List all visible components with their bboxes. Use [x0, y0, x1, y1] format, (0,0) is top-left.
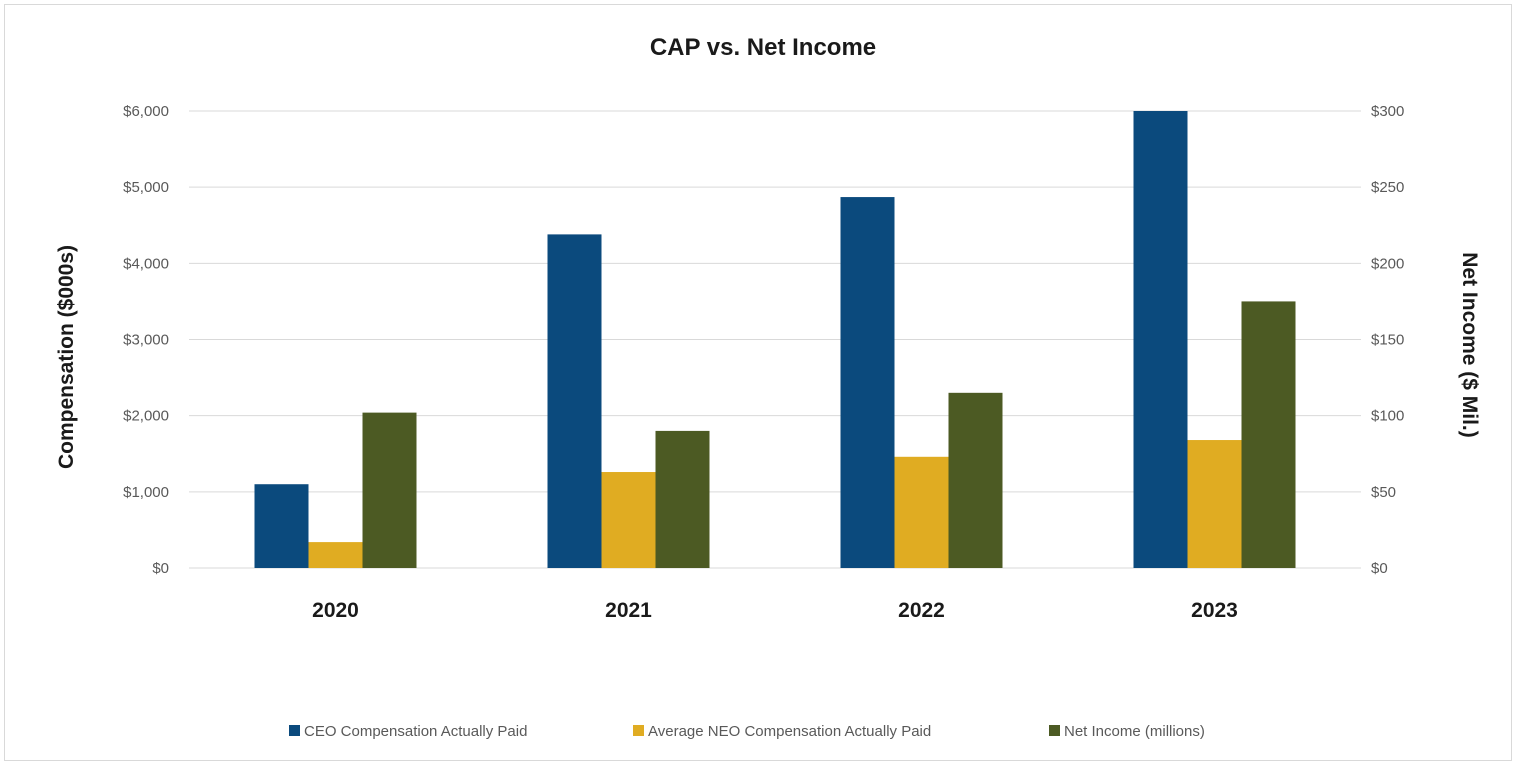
bar-average-neo-compensation-actually-paid-2021: [601, 472, 656, 568]
left-tick-label: $2,000: [123, 408, 169, 425]
left-tick-label: $5,000: [123, 179, 169, 196]
legend-swatch: [633, 725, 644, 736]
legend-swatch: [1049, 725, 1060, 736]
right-tick-label: $150: [1371, 332, 1404, 349]
right-tick-label: $100: [1371, 408, 1404, 425]
left-tick-label: $1,000: [123, 484, 169, 501]
legend-item: Net Income (millions): [1049, 723, 1205, 740]
left-axis-ticks: $0 $1,000 $2,000 $3,000 $4,000 $5,000 $6,000: [123, 103, 169, 577]
chart-frame: CAP vs. Net Income $0 $1,000 $2,000 $3,000 $…: [4, 4, 1512, 761]
legend-swatch: [289, 725, 300, 736]
left-tick-label: $4,000: [123, 255, 169, 272]
bar-net-income-millions-2023: [1241, 301, 1296, 568]
left-tick-label: $0: [152, 560, 169, 577]
right-tick-label: $250: [1371, 179, 1404, 196]
bar-ceo-compensation-actually-paid-2020: [254, 484, 309, 568]
legend-item: Average NEO Compensation Actually Paid: [633, 723, 931, 740]
bar-average-neo-compensation-actually-paid-2023: [1187, 440, 1242, 568]
left-tick-label: $6,000: [123, 103, 169, 120]
right-axis-ticks: $0 $50 $100 $150 $200 $250 $300: [1371, 103, 1404, 577]
legend-label: Average NEO Compensation Actually Paid: [648, 723, 931, 740]
chart: CAP vs. Net Income $0$1,000$2,000$3,000$…: [55, 34, 1481, 740]
bar-net-income-millions-2022: [948, 392, 1003, 568]
category-label: 2023: [1191, 599, 1238, 622]
category-label: 2020: [312, 599, 359, 622]
bar-net-income-millions-2020: [362, 412, 417, 568]
bar-average-neo-compensation-actually-paid-2022: [894, 456, 949, 568]
left-axis-label: Compensation ($000s): [55, 245, 78, 469]
bar-ceo-compensation-actually-paid-2021: [547, 234, 602, 568]
category-label: 2021: [605, 599, 652, 622]
left-tick-label: $3,000: [123, 332, 169, 349]
right-axis-label: Net Income ($ Mil.): [1458, 252, 1481, 438]
bar-average-neo-compensation-actually-paid-2020: [308, 542, 363, 568]
bar-net-income-millions-2021: [655, 430, 710, 568]
right-tick-label: $200: [1371, 255, 1404, 272]
legend-item: CEO Compensation Actually Paid: [289, 723, 527, 740]
right-tick-label: $50: [1371, 484, 1396, 501]
bar-ceo-compensation-actually-paid-2023: [1133, 111, 1188, 568]
category-labels: 2020 2021 2022 2023: [312, 599, 1238, 622]
right-tick-label: $0: [1371, 560, 1388, 577]
chart-title: CAP vs. Net Income: [650, 34, 876, 61]
legend: CEO Compensation Actually Paid Average NE…: [289, 723, 1205, 740]
category-label: 2022: [898, 599, 945, 622]
bar-ceo-compensation-actually-paid-2022: [840, 197, 895, 568]
right-tick-label: $300: [1371, 103, 1404, 120]
bars: [254, 111, 1296, 568]
legend-label: Net Income (millions): [1064, 723, 1205, 740]
legend-label: CEO Compensation Actually Paid: [304, 723, 527, 740]
